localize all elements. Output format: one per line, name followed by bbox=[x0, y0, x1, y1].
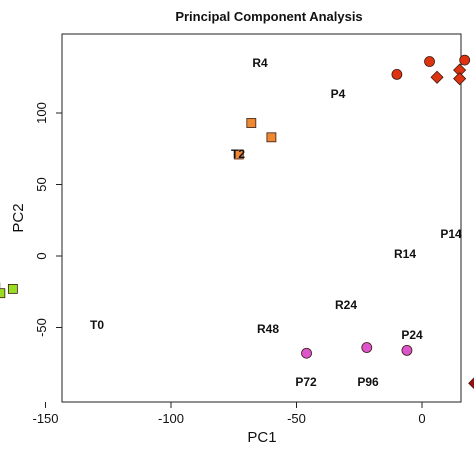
x-axis-title: PC1 bbox=[247, 429, 276, 446]
y-axis-title: PC2 bbox=[10, 203, 27, 232]
group-label-p72: P72 bbox=[295, 375, 317, 389]
point-r48-1 bbox=[401, 344, 413, 356]
data-points bbox=[0, 54, 474, 390]
point-r4-0 bbox=[424, 56, 435, 67]
group-label-p14: P14 bbox=[440, 227, 462, 241]
group-label-t2: T2 bbox=[231, 147, 245, 161]
y-axis: -50 0 50 100 bbox=[34, 102, 62, 337]
point-t2-2 bbox=[233, 149, 244, 160]
x-tick-label: -50 bbox=[287, 411, 306, 426]
point-r4-1 bbox=[459, 54, 471, 66]
y-tick-label: 0 bbox=[34, 252, 49, 259]
point-p4-2 bbox=[453, 72, 467, 86]
group-label-r4: R4 bbox=[252, 56, 268, 70]
point-r4-2 bbox=[391, 68, 403, 80]
group-label-r24: R24 bbox=[335, 298, 357, 312]
x-tick-label: -150 bbox=[32, 411, 58, 426]
group-labels: T0 T2 R4 P4 P14 R14 R24 P24 R48 P72 P96 bbox=[90, 56, 462, 389]
y-tick-label: -50 bbox=[34, 318, 49, 337]
point-r48-2 bbox=[301, 347, 312, 359]
point-t0-2 bbox=[0, 288, 6, 299]
y-tick-label: 50 bbox=[34, 177, 49, 191]
group-label-r14: R14 bbox=[394, 247, 416, 261]
group-label-r48: R48 bbox=[257, 322, 279, 336]
plot-frame bbox=[61, 33, 462, 403]
point-p72-2 bbox=[468, 377, 474, 390]
group-label-p24: P24 bbox=[401, 328, 423, 342]
x-tick-label: -100 bbox=[158, 411, 184, 426]
point-t2-1 bbox=[266, 132, 277, 143]
group-label-t0: T0 bbox=[90, 318, 104, 332]
point-t2-0 bbox=[246, 118, 257, 128]
point-p4-1 bbox=[430, 70, 444, 84]
group-label-p4: P4 bbox=[331, 87, 346, 101]
chart-title: Principal Component Analysis bbox=[175, 9, 362, 24]
group-label-p96: P96 bbox=[357, 375, 379, 389]
y-tick-label: 100 bbox=[34, 102, 49, 124]
point-t0-1 bbox=[7, 283, 18, 294]
x-tick-label: 0 bbox=[418, 411, 425, 426]
point-r48-0 bbox=[361, 342, 373, 353]
